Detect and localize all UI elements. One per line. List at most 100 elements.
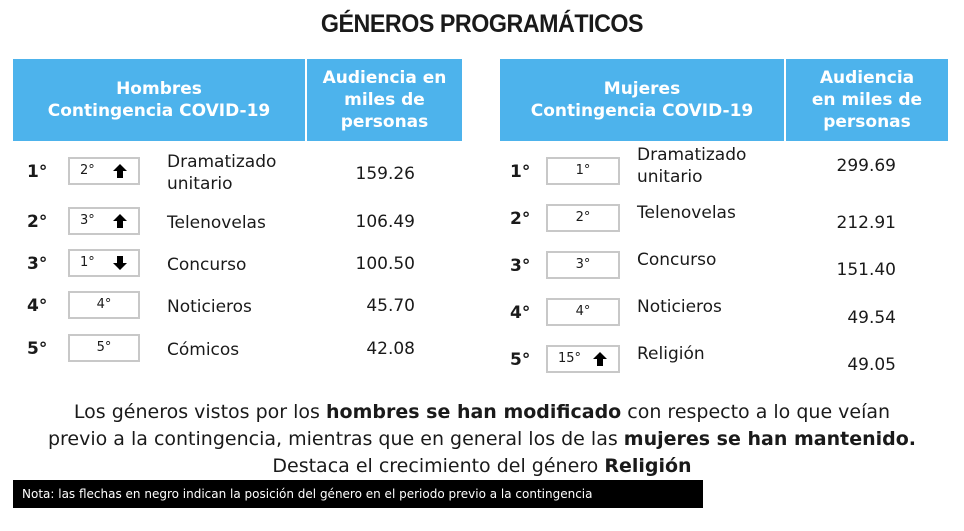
genre-label-line1: Cómicos (167, 340, 240, 360)
previous-position-value: 4° (96, 297, 112, 312)
men-table-row: 2° 3° Telenovelas 106.49 (13, 202, 462, 242)
rank-label: 3° (510, 256, 531, 276)
summary-part: con respecto a lo que veían (621, 401, 891, 423)
genre-label-line1: Dramatizado (637, 145, 747, 165)
previous-position-box: 3° (546, 251, 620, 279)
summary-line-3: Destaca el crecimiento del género Religi… (0, 453, 964, 480)
genre-label: Noticieros (167, 296, 252, 318)
women-table-row: 2° 2° Telenovelas 212.91 (500, 199, 948, 239)
genre-label-line2: unitario (167, 174, 233, 194)
women-audience-header: Audiencia en miles de personas (786, 59, 948, 141)
men-audience-header-line2: miles de (344, 90, 425, 110)
genre-label-line1: Telenovelas (637, 203, 736, 223)
previous-position-value: 3° (575, 257, 591, 272)
rank-label: 4° (27, 296, 48, 316)
previous-position-value: 1° (80, 255, 95, 270)
previous-position-box: 1° (68, 249, 140, 277)
audience-value: 151.40 (836, 260, 896, 280)
men-table-row: 5° 5° Cómicos 42.08 (13, 329, 462, 369)
previous-position-value: 2° (575, 210, 591, 225)
genre-label: Telenovelas (637, 202, 736, 224)
footnote: Nota: las flechas en negro indican la po… (13, 480, 703, 508)
summary-part: previo a la contingencia, mientras que e… (47, 428, 624, 450)
genre-label-line1: Concurso (637, 250, 717, 270)
arrow-up-icon (592, 351, 608, 370)
women-genre-header-line2: Contingencia COVID-19 (530, 101, 754, 121)
rank-label: 1° (27, 162, 48, 182)
men-genre-header: Hombres Contingencia COVID-19 (13, 59, 307, 141)
men-table-row: 4° 4° Noticieros 45.70 (13, 286, 462, 326)
previous-position-box: 5° (68, 334, 140, 362)
genre-label: Concurso (637, 249, 716, 271)
genre-label-line1: Noticieros (167, 297, 252, 317)
previous-position-box: 2° (68, 157, 140, 185)
previous-position-value: 4° (575, 304, 591, 319)
previous-position-value: 15° (558, 351, 582, 366)
genre-label-line1: Religión (637, 344, 705, 364)
page-title: GÉNEROS PROGRAMÁTICOS (320, 10, 644, 38)
women-panel: Mujeres Contingencia COVID-19 Audiencia … (500, 59, 948, 375)
rank-label: 2° (27, 212, 48, 232)
previous-position-value: 2° (80, 163, 95, 178)
women-table-row: 5° 15° Religión 49.05 (500, 340, 948, 380)
genre-label: Dramatizado unitario (167, 151, 276, 195)
rank-label: 4° (510, 303, 531, 323)
audience-value: 299.69 (836, 156, 896, 176)
men-table-row: 3° 1° Concurso 100.50 (13, 244, 462, 284)
women-table-row: 4° 4° Noticieros 49.54 (500, 293, 948, 333)
summary-highlight-women: mujeres se han mantenido. (623, 428, 917, 450)
men-table-header: Hombres Contingencia COVID-19 Audiencia … (13, 59, 462, 141)
audience-value: 49.54 (847, 308, 896, 328)
women-audience-header-line2: en miles de (811, 90, 923, 110)
audience-value: 42.08 (366, 339, 415, 359)
women-table-row: 1° 1° Dramatizado unitario 299.69 (500, 145, 948, 192)
rank-label: 2° (510, 209, 531, 229)
men-panel: Hombres Contingencia COVID-19 Audiencia … (13, 59, 462, 362)
rank-label: 5° (510, 350, 531, 370)
previous-position-box: 3° (68, 207, 140, 235)
men-genre-header-line1: Hombres (116, 79, 202, 99)
previous-position-box: 15° (546, 345, 620, 373)
arrow-up-icon (112, 163, 128, 182)
audience-value: 45.70 (366, 296, 415, 316)
summary-highlight-men: hombres se han modificado (325, 401, 622, 423)
men-audience-header-line1: Audiencia en (322, 68, 447, 88)
audience-value: 106.49 (355, 212, 415, 232)
audience-value: 212.91 (836, 213, 896, 233)
genre-label: Cómicos (167, 339, 239, 361)
women-table-header: Mujeres Contingencia COVID-19 Audiencia … (500, 59, 948, 141)
women-audience-header-line3: personas (823, 112, 911, 132)
genre-label-line2: unitario (637, 167, 703, 187)
rank-label: 3° (27, 254, 48, 274)
genre-label: Telenovelas (167, 212, 266, 234)
arrow-down-icon (112, 255, 128, 274)
men-audience-header-line3: personas (340, 112, 429, 132)
men-genre-header-line2: Contingencia COVID-19 (47, 101, 271, 121)
previous-position-value: 5° (96, 340, 112, 355)
genre-label: Dramatizado unitario (637, 144, 746, 188)
summary-part: Los géneros vistos por los (73, 401, 326, 423)
genre-label: Noticieros (637, 296, 722, 318)
previous-position-box: 4° (546, 298, 620, 326)
summary-text: Los géneros vistos por los hombres se ha… (0, 399, 964, 480)
genre-label: Concurso (167, 254, 246, 276)
audience-value: 100.50 (355, 254, 415, 274)
women-genre-header-line1: Mujeres (603, 79, 681, 99)
genre-label-line1: Noticieros (637, 297, 722, 317)
men-audience-header: Audiencia en miles de personas (307, 59, 462, 141)
women-audience-header-line1: Audiencia (819, 68, 915, 88)
previous-position-box: 1° (546, 157, 620, 185)
genre-label-line1: Concurso (167, 255, 247, 275)
previous-position-value: 3° (80, 213, 95, 228)
rank-label: 5° (27, 339, 48, 359)
summary-highlight-religion: Religión (604, 455, 692, 477)
genre-label: Religión (637, 343, 705, 365)
summary-line-2: previo a la contingencia, mientras que e… (0, 426, 964, 453)
previous-position-box: 2° (546, 204, 620, 232)
women-table-row: 3° 3° Concurso 151.40 (500, 246, 948, 286)
genre-label-line1: Telenovelas (167, 213, 266, 233)
audience-value: 49.05 (847, 355, 896, 375)
men-table-row: 1° 2° Dramatizado unitario 159.26 (13, 151, 462, 195)
genre-label-line1: Dramatizado (167, 152, 277, 172)
previous-position-box: 4° (68, 291, 140, 319)
